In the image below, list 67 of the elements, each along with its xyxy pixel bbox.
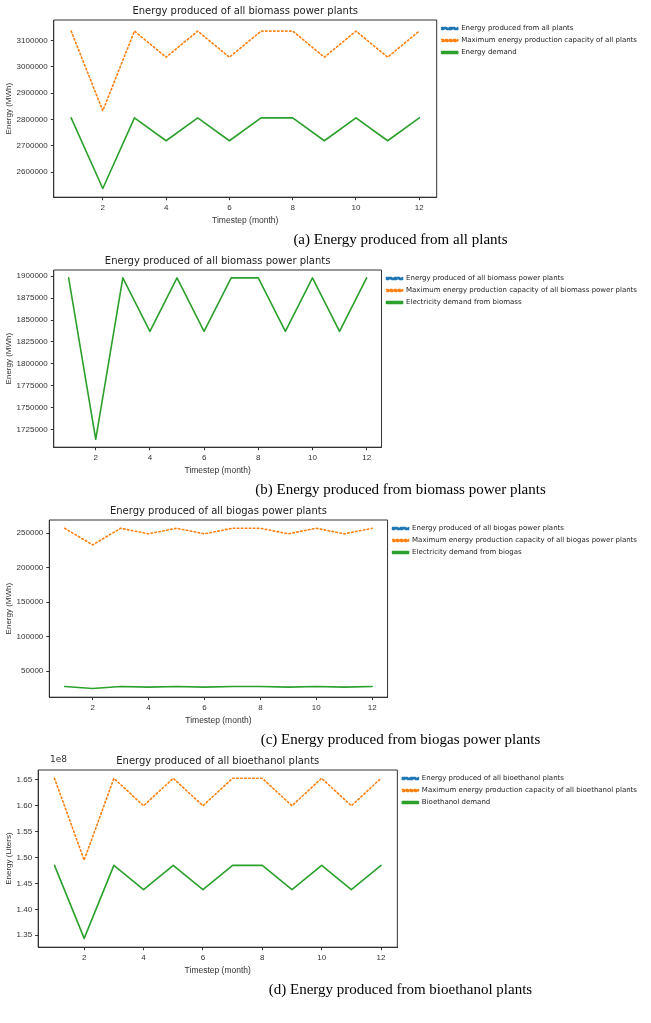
y-tick-label: 200000 [16, 562, 44, 572]
x-tick-label: 6 [202, 703, 208, 713]
x-tick-label: 2 [90, 703, 96, 713]
y-tick-label: 1.40 [16, 904, 33, 914]
x-tick-label: 4 [147, 453, 153, 463]
x-tick-label: 6 [200, 953, 206, 963]
x-tick-label: 8 [256, 453, 262, 463]
y-tick-label: 1750000 [16, 402, 49, 412]
text: (c) Energy produced from biogas power plants [259, 730, 542, 749]
y-tick-label: 1775000 [16, 381, 49, 390]
x-tick-label: 10 [308, 453, 318, 463]
y-tick-label: 2900000 [16, 88, 49, 98]
x-axis-title: Timestep (month) [184, 465, 251, 476]
y-tick-label: 1.35 [16, 930, 33, 940]
x-axis-title: Timestep (month) [184, 965, 252, 976]
chart-title: Energy produced of all biomass power plants [132, 4, 359, 16]
x-tick-label: 8 [260, 953, 266, 963]
y-tick-label: 1850000 [16, 315, 49, 325]
y-tick-label: 1900000 [16, 271, 49, 281]
y-tick-label: 1.65 [16, 775, 33, 785]
y-tick-label: 2700000 [16, 140, 49, 150]
y-tick-label: 250000 [16, 528, 44, 538]
chart-title: Energy produced of all biomass power plants [104, 254, 331, 266]
y-tick-label: 100000 [16, 631, 44, 641]
y-tick-label: 1.55 [16, 826, 33, 836]
x-tick-label: 4 [163, 203, 169, 213]
x-tick-label: 10 [351, 203, 361, 213]
x-tick-label: 4 [141, 953, 147, 963]
x-tick-label: 2 [93, 453, 99, 463]
y-tick-label: 1825000 [16, 337, 49, 347]
y-axis-title: Energy (MWh) [4, 332, 13, 385]
x-tick-label: 2 [81, 953, 87, 963]
y-tick-label: 1725000 [16, 424, 49, 434]
x-axis-title: Timestep (month) [185, 715, 252, 726]
y-tick-label: 50000 [21, 666, 44, 676]
y-tick-label: 2600000 [16, 167, 49, 177]
chart-title: Energy produced of all biogas power plants [109, 504, 327, 516]
y-tick-label: 150000 [16, 597, 44, 607]
y-tick-label: 3100000 [16, 35, 49, 45]
x-tick-label: 12 [376, 953, 387, 963]
x-tick-label: 10 [317, 953, 327, 963]
x-tick-label: 12 [367, 703, 378, 713]
x-tick-label: 6 [201, 453, 207, 463]
x-tick-label: 8 [258, 703, 264, 713]
x-tick-label: 2 [100, 203, 106, 213]
y-tick-label: 3000000 [16, 61, 49, 71]
y-tick-label: 1.60 [16, 800, 33, 810]
text: (a) Energy produced from all plants [292, 230, 509, 249]
y-tick-label: 1.50 [16, 852, 33, 862]
x-tick-label: 12 [414, 203, 425, 213]
y-tick-label: 1.45 [16, 878, 33, 888]
x-tick-label: 8 [290, 203, 296, 213]
y-axis-title: Energy (MWh) [4, 582, 13, 635]
chart-title: Energy produced of all bioethanol plants [116, 754, 320, 766]
text: (d) Energy produced from bioethanol plants [267, 980, 534, 999]
x-tick-label: 10 [311, 703, 322, 713]
x-axis-title: Timestep (month) [212, 215, 279, 226]
x-tick-label: 12 [362, 453, 372, 463]
x-tick-label: 6 [227, 203, 233, 213]
y-axis-title: Energy (Liters) [4, 832, 13, 885]
y-axis-title: Energy (MWh) [4, 82, 13, 135]
text: 1e8 [50, 754, 67, 764]
y-tick-label: 1800000 [16, 359, 49, 369]
x-tick-label: 4 [146, 703, 152, 713]
y-tick-label: 1875000 [16, 293, 49, 303]
text: (b) Energy produced from biomass power plants [254, 480, 547, 499]
y-tick-label: 2800000 [16, 114, 49, 124]
